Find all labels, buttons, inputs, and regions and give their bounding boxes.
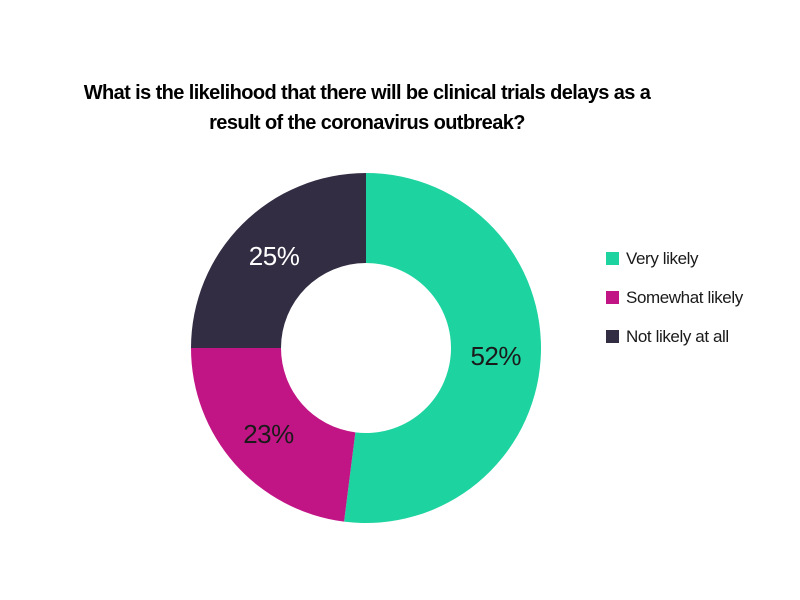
slice-value-label: 52% bbox=[470, 341, 521, 371]
legend-item-very-likely: Very likely bbox=[606, 239, 743, 278]
chart-title: What is the likelihood that there will b… bbox=[0, 78, 734, 138]
legend-swatch-icon bbox=[606, 291, 619, 304]
legend-label: Somewhat likely bbox=[626, 287, 743, 307]
legend-swatch-icon bbox=[606, 330, 619, 343]
slice-value-label: 23% bbox=[243, 419, 294, 449]
legend-swatch-icon bbox=[606, 252, 619, 265]
donut-slice-very-likely bbox=[344, 173, 542, 523]
donut-slice-somewhat-likely bbox=[191, 348, 356, 522]
chart-title-line-1: What is the likelihood that there will b… bbox=[83, 82, 651, 104]
legend-label: Very likely bbox=[626, 248, 699, 268]
slice-value-label: 25% bbox=[249, 241, 300, 271]
legend-label: Not likely at all bbox=[626, 326, 729, 346]
legend: Very likely Somewhat likely Not likely at … bbox=[606, 239, 743, 356]
donut-slice-not-likely-at-all bbox=[191, 173, 366, 348]
chart-title-line-2: result of the coronavirus outbreak? bbox=[209, 112, 525, 134]
legend-item-not-likely-at-all: Not likely at all bbox=[606, 317, 743, 356]
legend-item-somewhat-likely: Somewhat likely bbox=[606, 278, 743, 317]
